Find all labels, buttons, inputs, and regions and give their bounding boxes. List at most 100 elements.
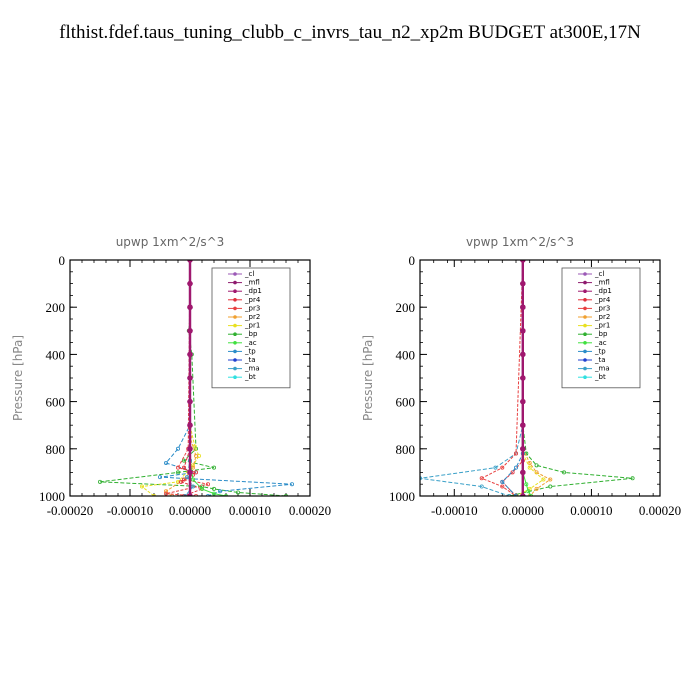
legend-entry: _pr4 — [244, 296, 261, 304]
data-point-pr3 — [500, 484, 505, 489]
legend-marker — [233, 280, 237, 285]
data-point-bp — [211, 486, 216, 491]
legend-marker — [583, 332, 587, 337]
x-tick-label: -0.00020 — [47, 503, 94, 518]
legend-entry: _mfl — [244, 279, 260, 287]
legend-entry: _bp — [594, 330, 608, 338]
data-point-dp1 — [187, 351, 193, 358]
legend-box — [561, 267, 641, 389]
series-line-pr1 — [515, 260, 545, 496]
data-point-tp — [500, 479, 505, 484]
legend-marker — [233, 315, 237, 319]
legend-entry: _ma — [244, 365, 260, 373]
legend-marker — [583, 349, 587, 354]
legend-marker — [233, 323, 237, 328]
legend-entry: _ma — [594, 365, 610, 373]
legend-marker — [583, 306, 587, 311]
data-point-pr1 — [139, 484, 144, 489]
data-point-pr1 — [527, 465, 532, 470]
data-point-pr2 — [548, 477, 553, 482]
y-axis-label: Pressure [hPa] — [11, 335, 25, 421]
data-point-ma — [493, 465, 498, 470]
data-point-dp1 — [187, 304, 193, 310]
data-point-tp — [163, 460, 168, 465]
y-tick-label: 600 — [46, 395, 66, 410]
data-point-ac — [199, 486, 204, 491]
legend-entry: _pr1 — [594, 322, 610, 330]
data-point-ac — [211, 491, 216, 496]
plot-frame — [419, 259, 661, 497]
data-point-ac — [190, 477, 195, 482]
data-point-bp — [548, 484, 553, 489]
series-line-bp — [99, 260, 287, 496]
y-tick-label: 1000 — [389, 489, 415, 504]
legend-entry: _ta — [244, 356, 256, 364]
data-point-dp1 — [187, 446, 193, 452]
series-line-pr3 — [480, 260, 524, 496]
legend-entry: _ac — [594, 339, 607, 347]
legend-marker — [233, 375, 237, 380]
y-tick-label: 0 — [59, 253, 66, 268]
legend-marker — [583, 289, 587, 294]
data-point-dp1 — [520, 375, 526, 381]
series-group — [420, 260, 635, 496]
y-tick-label: 0 — [409, 253, 416, 268]
y-tick-label: 800 — [396, 442, 416, 457]
legend-marker — [583, 358, 587, 362]
data-point-bp — [534, 463, 539, 468]
legend-entry: _pr2 — [594, 313, 610, 321]
series-group — [98, 260, 294, 496]
legend-entry: _bp — [244, 330, 258, 338]
legend-entry: _dp1 — [594, 287, 612, 295]
legend-entry: _pr4 — [594, 296, 611, 304]
legend-marker — [583, 366, 587, 371]
y-tick-label: 400 — [46, 347, 66, 362]
legend-entry: _pr2 — [244, 313, 260, 321]
legend-entry: _tp — [244, 347, 256, 355]
legend-entry: _bt — [244, 373, 256, 381]
data-point-tp — [175, 446, 180, 451]
data-point-bp — [211, 465, 216, 470]
legend-entry: _mfl — [594, 279, 610, 287]
legend-marker — [233, 332, 237, 337]
y-tick-label: 1000 — [39, 489, 65, 504]
x-tick-label: -0.00010 — [107, 503, 154, 518]
x-tick-label: 0.00020 — [639, 503, 681, 518]
data-point-dp1 — [187, 398, 193, 405]
data-point-pr2 — [534, 486, 539, 491]
legend-marker — [583, 315, 587, 319]
series-line-tp — [159, 260, 293, 496]
legend-entry: _ac — [244, 339, 257, 347]
data-point-dp1 — [520, 446, 526, 452]
legend-box — [211, 267, 291, 389]
data-point-tp — [514, 465, 519, 470]
data-point-dp1 — [520, 398, 526, 405]
data-point-dp1 — [520, 304, 526, 310]
data-point-pr2 — [527, 460, 532, 465]
data-point-dp1 — [187, 375, 193, 381]
data-point-pr4 — [181, 465, 186, 470]
panel-title: upwp 1xm^2/s^3 — [116, 235, 225, 249]
legend-marker — [583, 280, 587, 285]
data-point-bp — [630, 476, 635, 481]
legend-marker — [583, 341, 587, 345]
data-point-ac — [526, 489, 531, 494]
legend-marker — [233, 358, 237, 362]
legend-entry: _cl — [594, 270, 604, 278]
data-point-dp1 — [187, 469, 193, 476]
data-point-pr2 — [193, 453, 198, 458]
x-tick-label: 0.00010 — [229, 503, 271, 518]
legend-entry: _ta — [594, 356, 606, 364]
data-point-ac — [524, 482, 529, 487]
legend: _cl_mfl_dp1_pr4_pr3_pr2_pr1_bp_ac_tp_ta_… — [561, 267, 641, 389]
legend-marker — [233, 272, 237, 276]
data-point-pr3 — [514, 451, 519, 456]
data-point-pr3 — [181, 477, 186, 482]
data-point-pr3 — [479, 476, 484, 481]
series-line-pr3 — [165, 260, 209, 496]
legend-marker — [583, 298, 587, 302]
y-tick-label: 800 — [46, 442, 66, 457]
data-point-ma — [190, 484, 195, 489]
chart-panel-2: vpwp 1xm^2/s^3 Pressure [hPa] -0.00010 0.00… — [361, 235, 681, 518]
